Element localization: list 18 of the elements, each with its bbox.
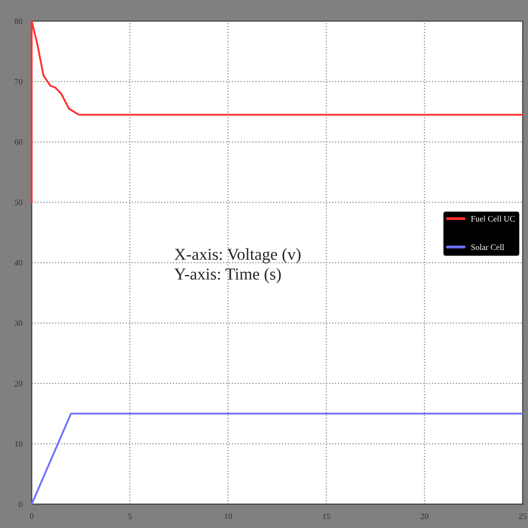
y-tick-label: 30: [14, 320, 22, 326]
annotation: X-axis: Voltage (v) Y-axis: Time (s): [174, 248, 300, 284]
y-tick-label: 0: [18, 502, 22, 508]
legend-label: Fuel Cell UC: [471, 216, 515, 222]
y-tick-label: 60: [14, 139, 22, 145]
y-tick-label: 20: [14, 380, 22, 386]
y-tick-label: 10: [15, 441, 22, 447]
x-tick-label: 5: [128, 514, 132, 520]
y-tick-label: 50: [14, 200, 22, 206]
x-tick-label: 15: [322, 514, 330, 520]
x-tick-label: 10: [224, 514, 232, 520]
y-tick-label: 40: [14, 260, 22, 266]
y-tick-label: 80: [14, 18, 22, 24]
y-tick-label: 70: [14, 78, 22, 84]
x-tick-label: 20: [420, 514, 428, 520]
x-tick-label: 25: [518, 514, 527, 520]
x-tick-label: 0: [30, 514, 34, 520]
legend-label: Solar Cell: [471, 244, 504, 250]
